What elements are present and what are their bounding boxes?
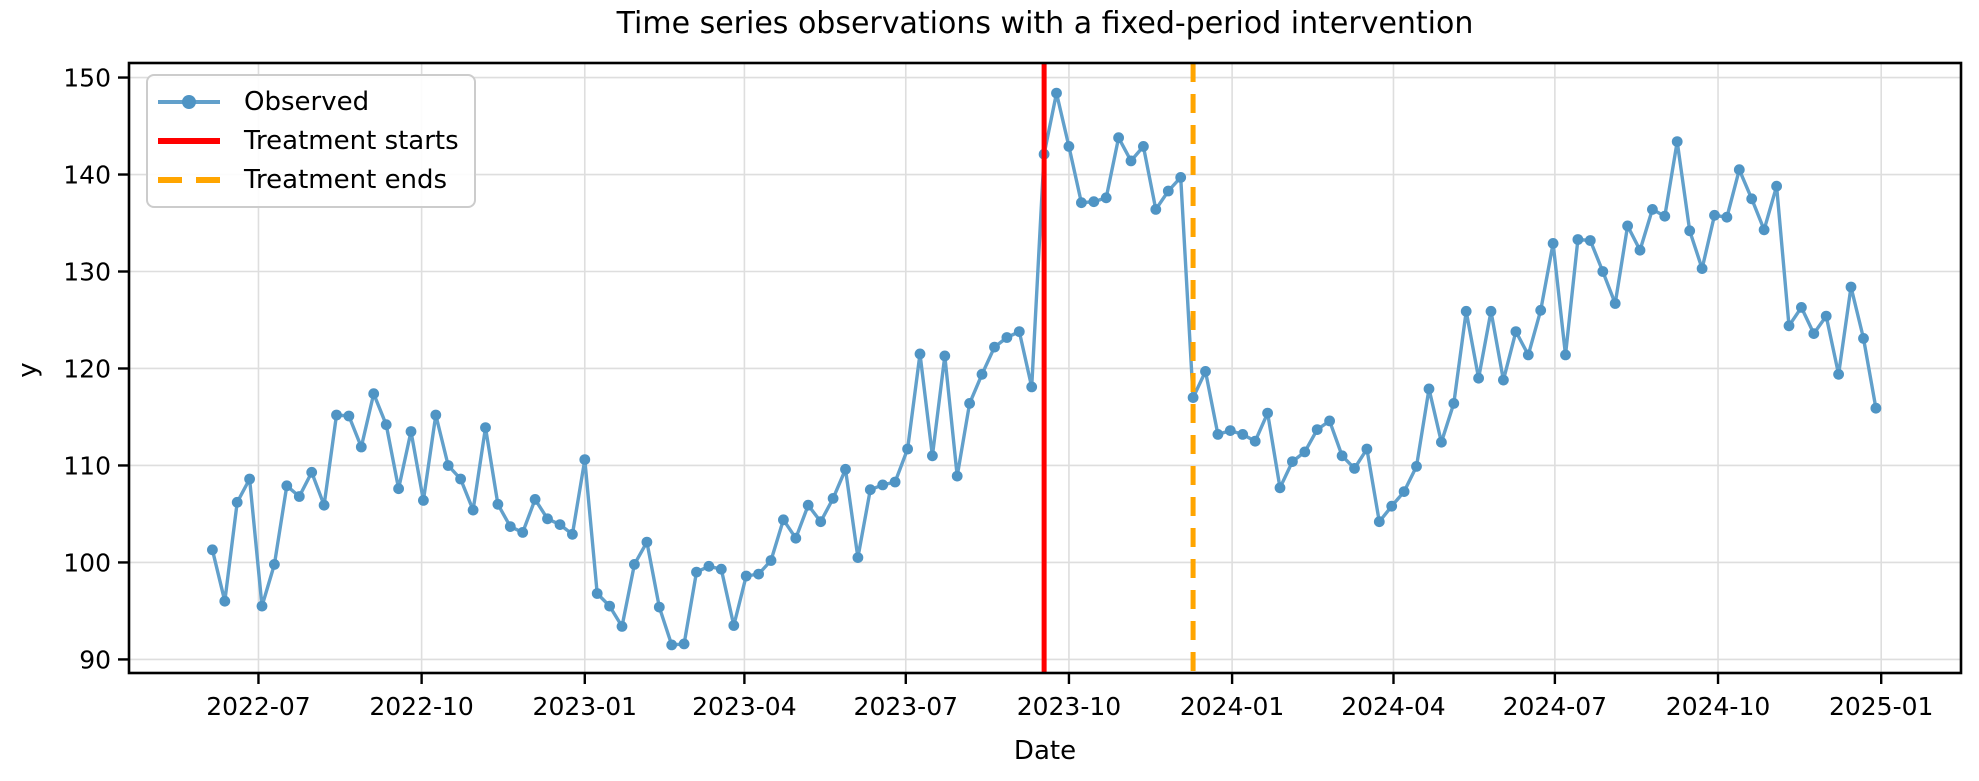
svg-text:2024-10: 2024-10 (1666, 692, 1770, 721)
observed-markers (207, 87, 1882, 651)
svg-text:2022-10: 2022-10 (369, 692, 473, 721)
observed-line-icon (158, 94, 220, 109)
x-axis-ticks: 2022-07 2022-10 2023-01 2023-04 2023-07 2023-… (206, 673, 1933, 721)
y-axis-ticks: 90 100 110 120 130 140 150 (63, 64, 129, 674)
svg-text:2023-01: 2023-01 (533, 692, 637, 721)
svg-text:120: 120 (63, 354, 111, 383)
legend-label-treatment-ends: Treatment ends (244, 165, 448, 196)
svg-text:140: 140 (63, 161, 111, 190)
legend-label-treatment-starts: Treatment starts (244, 125, 459, 156)
svg-text:2023-07: 2023-07 (854, 692, 958, 721)
x-axis-label: Date (1013, 736, 1077, 766)
svg-text:2023-04: 2023-04 (692, 692, 796, 721)
svg-text:2024-07: 2024-07 (1503, 692, 1607, 721)
svg-text:110: 110 (63, 451, 111, 480)
svg-text:130: 130 (63, 258, 111, 287)
svg-text:2024-01: 2024-01 (1180, 692, 1284, 721)
treatment-ends-line-icon (158, 173, 220, 187)
treatment-starts-line-icon (158, 134, 220, 148)
svg-text:150: 150 (63, 64, 111, 93)
svg-text:100: 100 (63, 548, 111, 577)
svg-text:2025-01: 2025-01 (1829, 692, 1933, 721)
svg-text:2024-04: 2024-04 (1341, 692, 1445, 721)
legend: Observed Treatment starts Treatment ends (146, 74, 476, 208)
legend-label-observed: Observed (244, 86, 370, 117)
svg-text:90: 90 (79, 645, 111, 674)
legend-item-observed: Observed (158, 87, 474, 117)
legend-item-treatment-starts: Treatment starts (158, 126, 474, 156)
svg-text:2022-07: 2022-07 (206, 692, 310, 721)
legend-item-treatment-ends: Treatment ends (158, 165, 474, 195)
chart-title: Time series observations with a fixed-pe… (616, 6, 1474, 41)
svg-text:2023-10: 2023-10 (1017, 692, 1121, 721)
y-axis-label: y (13, 362, 43, 378)
